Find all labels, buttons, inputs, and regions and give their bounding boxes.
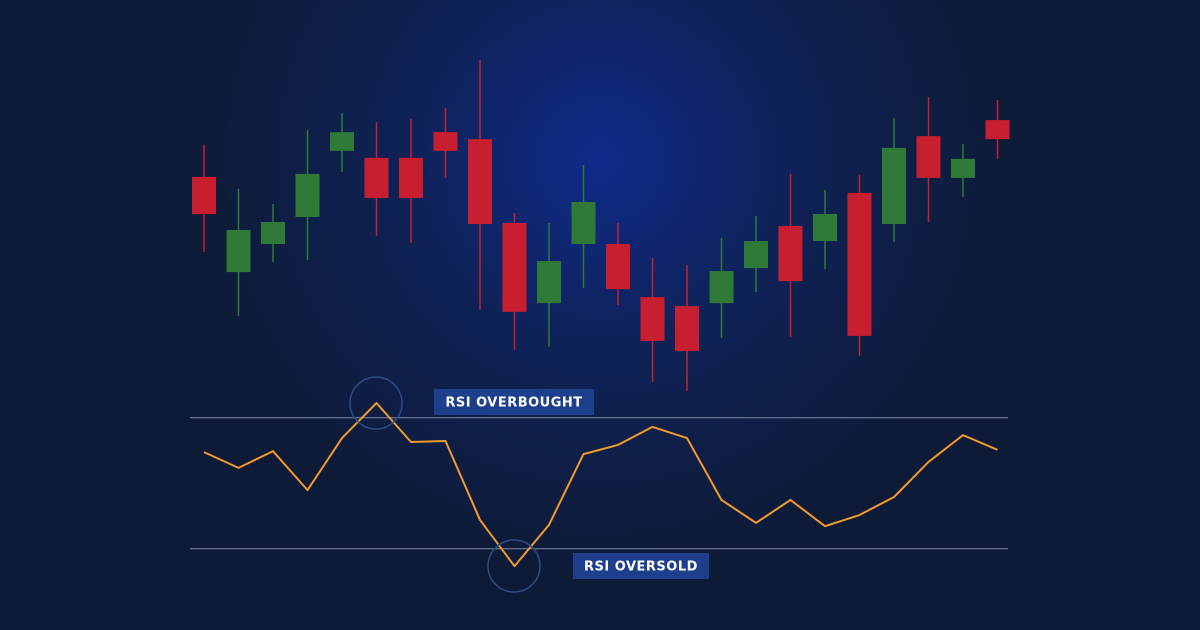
candle-body — [261, 221, 285, 245]
candle-body — [537, 261, 561, 304]
candle-body — [882, 147, 906, 224]
highlight-circle — [487, 539, 541, 593]
annotation-label: RSI OVERBOUGHT — [445, 396, 582, 411]
candle-body — [951, 158, 975, 178]
candle-body — [226, 230, 251, 273]
candle-body — [744, 241, 768, 269]
rsi-line — [203, 402, 998, 568]
highlight-circle — [349, 376, 403, 430]
annotation-box — [573, 553, 709, 579]
candle-body — [502, 222, 527, 312]
candle-body — [192, 176, 216, 214]
candle-body — [813, 213, 837, 242]
candle-body — [640, 297, 665, 341]
candle-body — [985, 120, 1010, 140]
candle-body — [364, 157, 389, 198]
candle-body — [709, 271, 734, 304]
candle-body — [295, 173, 320, 217]
annotation-label: RSI OVERSOLD — [584, 560, 698, 575]
candle-body — [399, 157, 423, 198]
candle-body — [571, 201, 596, 245]
candle-body — [675, 306, 699, 351]
annotation-box — [434, 389, 594, 415]
candle-body — [330, 132, 354, 151]
candle-body — [606, 244, 630, 290]
candle-body — [468, 139, 492, 224]
candle-body — [847, 192, 872, 336]
candle-body — [916, 136, 941, 178]
candle-body — [433, 132, 458, 151]
candle-body — [778, 226, 803, 282]
